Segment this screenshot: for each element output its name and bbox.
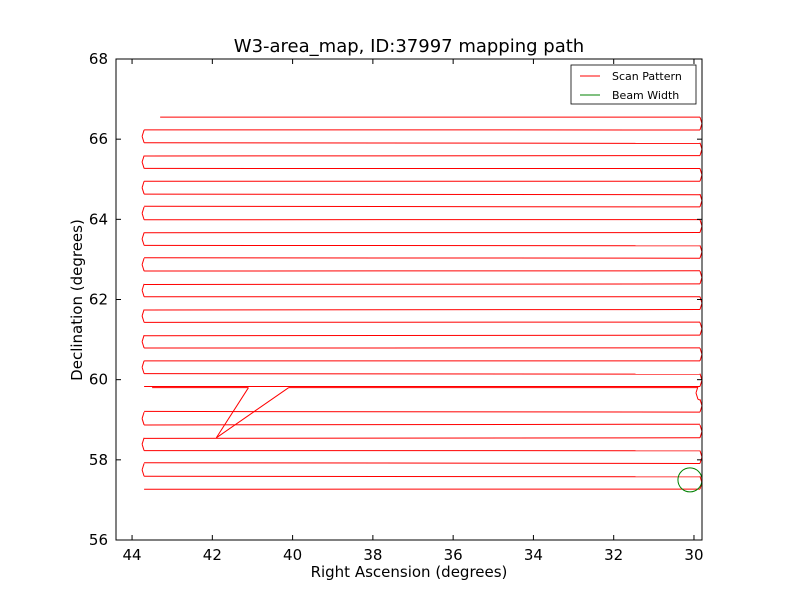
scan-path-segment <box>141 309 145 317</box>
scan-path-segment <box>695 386 699 394</box>
y-tick-label: 64 <box>89 210 108 228</box>
scan-path-segment <box>141 315 145 323</box>
x-tick-label: 30 <box>684 546 703 564</box>
scan-path-segment <box>141 155 145 163</box>
scan-path-segment <box>216 387 289 439</box>
x-axis-label: Right Ascension (degrees) <box>311 563 508 581</box>
scan-path-segment <box>141 232 145 240</box>
scan-path-segment <box>144 142 700 144</box>
scan-path-segment <box>141 360 145 368</box>
scan-path-segment <box>144 475 700 478</box>
y-tick-label: 60 <box>89 371 108 389</box>
y-axis-label: Declination (degrees) <box>68 219 86 381</box>
x-axis-ticks: 44 42 40 38 36 34 32 30 <box>123 59 704 564</box>
scan-path-segment <box>141 444 145 451</box>
scan-path-segment <box>141 437 145 445</box>
scan-path-segment <box>141 335 145 342</box>
x-tick-label: 36 <box>444 546 463 564</box>
scan-path-segment <box>144 205 700 208</box>
x-tick-label: 34 <box>524 546 543 564</box>
scan-path-segment <box>141 463 145 470</box>
scan-path-segment <box>144 373 700 375</box>
beam-width-series <box>677 467 703 493</box>
scan-pattern-series <box>141 116 703 490</box>
scan-path-segment <box>141 206 145 214</box>
scan-path-segment <box>144 334 700 337</box>
y-tick-label: 58 <box>89 451 108 469</box>
scan-path-segment <box>141 283 145 291</box>
scan-path-segment <box>141 161 145 169</box>
y-tick-label: 62 <box>89 291 108 309</box>
beam-width-circle <box>677 467 703 493</box>
scan-path-segment <box>141 129 145 137</box>
legend-box <box>570 64 697 105</box>
scan-path-segment <box>144 437 700 439</box>
y-tick-label: 68 <box>89 50 108 68</box>
scan-path-segment <box>141 469 145 477</box>
scan-path-segment <box>141 136 145 143</box>
scan-path-segment <box>215 387 249 439</box>
x-tick-label: 40 <box>283 546 302 564</box>
plot-frame <box>115 58 703 541</box>
scan-path-segment <box>141 418 145 426</box>
scan-path-segment <box>141 367 145 374</box>
x-tick-label: 32 <box>604 546 623 564</box>
scan-path-segment <box>141 213 145 220</box>
legend-beam-label: Beam Width <box>612 89 679 102</box>
scan-path-segment <box>141 181 145 188</box>
legend: Scan Pattern Beam Width <box>570 64 697 105</box>
scan-path-segment <box>144 410 700 413</box>
scan-path-segment <box>141 258 145 265</box>
legend-scan-label: Scan Pattern <box>612 70 682 83</box>
scan-path-segment <box>141 238 145 246</box>
y-tick-label: 66 <box>89 130 108 148</box>
scan-path-segment <box>144 283 700 286</box>
scan-path-segment <box>141 341 145 349</box>
scan-path-segment <box>144 193 700 196</box>
y-axis-ticks: 56 58 60 62 64 66 68 <box>89 50 702 549</box>
scan-path-segment <box>144 462 700 464</box>
scan-path-segment <box>141 264 145 272</box>
scan-path-segment <box>141 290 145 297</box>
scan-path-segment <box>141 411 145 419</box>
scan-path-segment <box>695 392 699 400</box>
scan-path-segment <box>144 423 700 426</box>
x-tick-label: 44 <box>123 546 142 564</box>
x-tick-label: 42 <box>203 546 222 564</box>
x-tick-label: 38 <box>363 546 382 564</box>
y-tick-label: 56 <box>89 531 108 549</box>
chart-title: W3-area_map, ID:37997 mapping path <box>234 36 584 57</box>
scan-path-segment <box>141 187 145 195</box>
